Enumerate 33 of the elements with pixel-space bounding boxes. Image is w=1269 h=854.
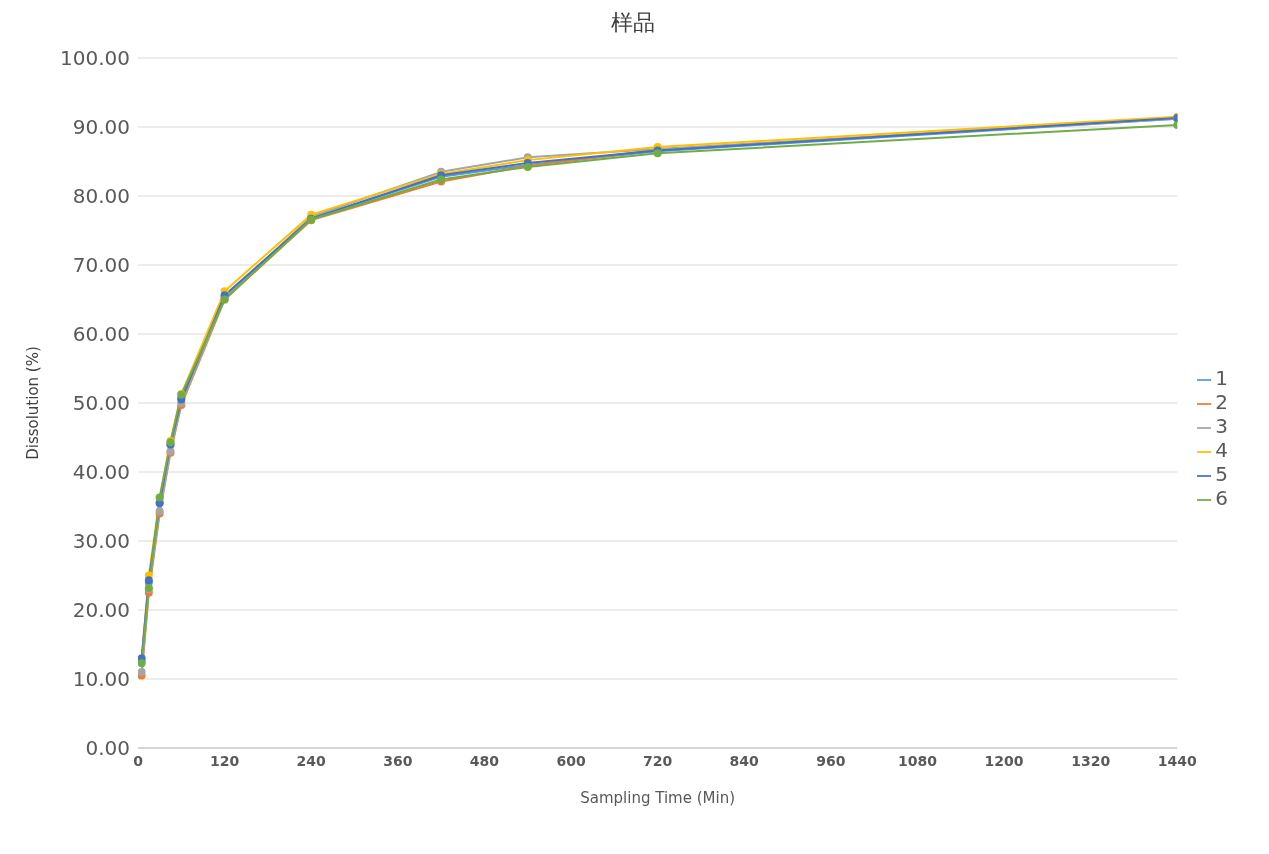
x-tick-label: 600 [556,752,586,769]
x-tick-label: 1200 [984,752,1024,769]
x-tick-label: 1080 [897,752,938,769]
y-tick-label: 40.00 [72,460,130,485]
x-tick-label: 120 [209,752,240,769]
y-tick-label: 10.00 [72,667,130,692]
legend-label: 1 [1215,366,1228,390]
legend-label: 4 [1215,438,1228,462]
y-tick-label: 80.00 [72,184,130,209]
y-tick-label: 0.00 [85,736,130,761]
x-tick-label: 1440 [1157,752,1197,769]
y-axis-title: Dissolution (%) [24,346,43,460]
y-tick-label: 30.00 [72,529,130,554]
x-tick-label: 360 [383,752,413,769]
x-tick-label: 0 [133,752,144,769]
y-tick-label: 60.00 [72,322,130,347]
y-tick-label: 70.00 [72,253,130,278]
chart-title: 样品 [610,9,656,37]
x-tick-label: 480 [469,752,500,769]
x-axis-title: Sampling Time (Min) [580,789,736,807]
x-tick-label: 240 [296,752,327,769]
x-tick-label: 720 [643,752,673,769]
x-tick-label: 960 [816,752,846,769]
y-tick-label: 50.00 [72,391,130,416]
legend-label: 3 [1215,414,1228,438]
legend-label: 5 [1215,462,1228,486]
y-tick-label: 100.00 [60,46,130,71]
legend-label: 6 [1215,486,1228,510]
legend-label: 2 [1215,390,1228,414]
x-tick-label: 840 [729,752,760,769]
y-tick-label: 20.00 [72,598,130,623]
y-tick-label: 90.00 [72,115,130,140]
x-tick-label: 1320 [1071,752,1111,769]
